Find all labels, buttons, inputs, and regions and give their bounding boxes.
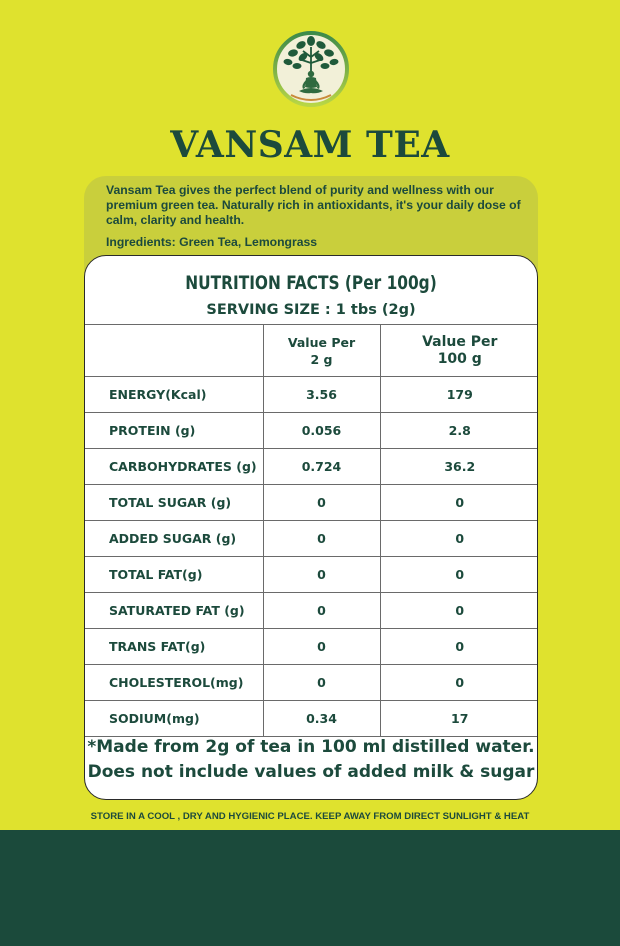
ingredients-text: Ingredients: Green Tea, Lemongrass bbox=[106, 235, 318, 249]
value-per-2g: 0 bbox=[262, 592, 381, 629]
storage-instructions: STORE IN A COOL , DRY AND HYGIENIC PLACE… bbox=[90, 811, 530, 822]
nutrient-label: ADDED SUGAR (g) bbox=[85, 520, 264, 557]
table-row: TOTAL FAT(g) 0 0 bbox=[85, 556, 537, 593]
table-row: ENERGY(Kcal) 3.56 179 bbox=[85, 376, 537, 413]
value-per-2g: 0.056 bbox=[262, 412, 381, 449]
nutrition-table: Value Per 2 g Value Per 100 g ENERGY(Kca… bbox=[85, 324, 537, 737]
table-row: ADDED SUGAR (g) 0 0 bbox=[85, 520, 537, 557]
value-per-100g: 0 bbox=[379, 628, 537, 665]
value-per-100g: 17 bbox=[379, 700, 537, 737]
nutrient-label: CHOLESTEROL(mg) bbox=[85, 664, 264, 701]
value-per-100g: 0 bbox=[379, 556, 537, 593]
value-per-2g: 0.724 bbox=[262, 448, 381, 485]
nutrient-label: TRANS FAT(g) bbox=[85, 628, 264, 665]
value-per-100g: 0 bbox=[379, 484, 537, 521]
value-per-2g: 0 bbox=[262, 520, 381, 557]
nutrient-label: TOTAL SUGAR (g) bbox=[85, 484, 264, 521]
footnote-line-1: *Made from 2g of tea in 100 ml distilled… bbox=[87, 737, 535, 757]
value-per-2g: 0.34 bbox=[262, 700, 381, 737]
tree-meditation-logo-icon bbox=[273, 27, 349, 111]
table-row: CARBOHYDRATES (g) 0.724 36.2 bbox=[85, 448, 537, 485]
table-row: TRANS FAT(g) 0 0 bbox=[85, 628, 537, 665]
table-row: CHOLESTEROL(mg) 0 0 bbox=[85, 664, 537, 701]
value-per-2g: 3.56 bbox=[262, 376, 381, 413]
value-per-100g: 36.2 bbox=[379, 448, 537, 485]
nutrient-label: SATURATED FAT (g) bbox=[85, 592, 264, 629]
value-per-100g: 2.8 bbox=[379, 412, 537, 449]
product-description: Vansam Tea gives the perfect blend of pu… bbox=[106, 183, 521, 227]
nutrient-label: SODIUM(mg) bbox=[85, 700, 264, 737]
value-per-2g: 0 bbox=[262, 664, 381, 701]
nutrient-label: CARBOHYDRATES (g) bbox=[85, 448, 264, 485]
nutrition-title: NUTRITION FACTS (Per 100g) bbox=[185, 272, 437, 294]
footnote-line-2: Does not include values of added milk & … bbox=[87, 762, 535, 782]
header-per-2g: Value Per 2 g bbox=[262, 324, 381, 377]
nutrition-footnote: *Made from 2g of tea in 100 ml distilled… bbox=[85, 735, 537, 785]
bottom-color-band bbox=[0, 830, 620, 946]
value-per-2g: 0 bbox=[262, 628, 381, 665]
value-per-100g: 179 bbox=[379, 376, 537, 413]
table-row: SODIUM(mg) 0.34 17 bbox=[85, 700, 537, 737]
table-row: PROTEIN (g) 0.056 2.8 bbox=[85, 412, 537, 449]
serving-size: SERVING SIZE : 1 tbs (2g) bbox=[206, 302, 416, 318]
brand-title: VANSAM TEA bbox=[170, 124, 450, 166]
header-per-100g: Value Per 100 g bbox=[379, 324, 537, 377]
table-header-row: Value Per 2 g Value Per 100 g bbox=[85, 324, 537, 377]
value-per-100g: 0 bbox=[379, 592, 537, 629]
value-per-2g: 0 bbox=[262, 556, 381, 593]
header-blank bbox=[85, 324, 264, 377]
nutrient-label: ENERGY(Kcal) bbox=[85, 376, 264, 413]
value-per-2g: 0 bbox=[262, 484, 381, 521]
nutrition-facts-card: NUTRITION FACTS (Per 100g) SERVING SIZE … bbox=[84, 255, 538, 800]
table-row: SATURATED FAT (g) 0 0 bbox=[85, 592, 537, 629]
nutrient-label: TOTAL FAT(g) bbox=[85, 556, 264, 593]
table-row: TOTAL SUGAR (g) 0 0 bbox=[85, 484, 537, 521]
value-per-100g: 0 bbox=[379, 520, 537, 557]
nutrient-label: PROTEIN (g) bbox=[85, 412, 264, 449]
value-per-100g: 0 bbox=[379, 664, 537, 701]
